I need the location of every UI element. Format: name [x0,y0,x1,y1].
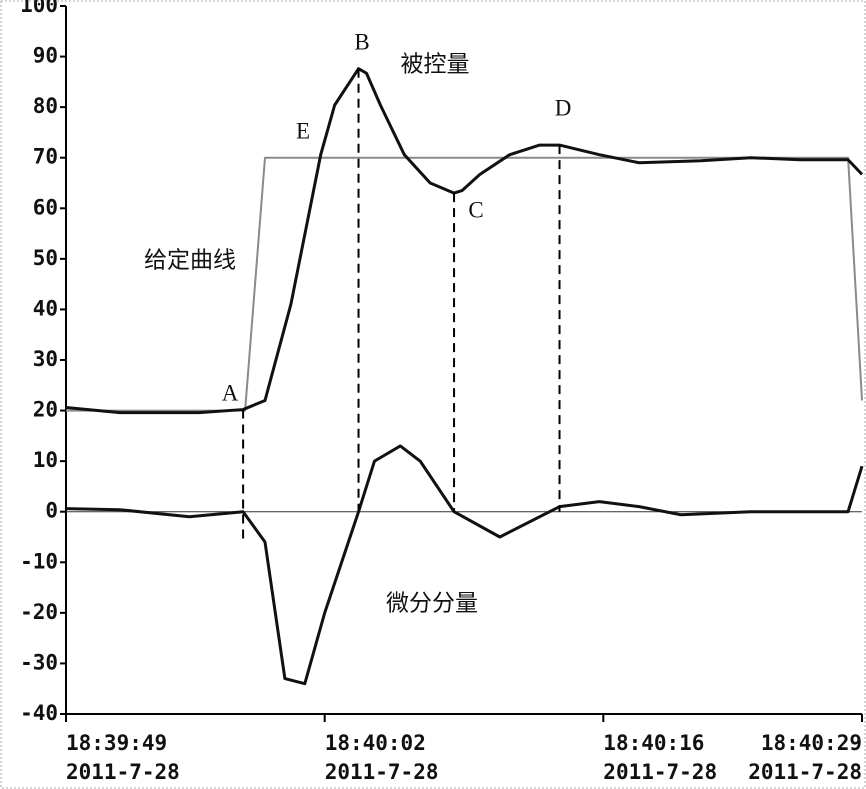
y-tick-label: 50 [33,246,58,270]
annotation: 微分分量 [386,590,478,615]
y-tick-label: -30 [20,650,58,674]
annotation: 被控量 [401,51,470,76]
annotation: B [354,29,369,54]
annotation: D [555,95,572,120]
y-tick-label: -40 [20,701,58,725]
annotation: C [468,197,483,222]
y-tick-label: 40 [33,296,58,320]
y-tick-label: 70 [33,145,58,169]
x-tick-label: 18:39:49 2011-7-28 [66,731,180,784]
x-tick-label: 18:40:29 2011-7-28 [748,731,862,784]
y-tick-label: 30 [33,347,58,371]
annotation: 给定曲线 [144,247,236,272]
series-line [65,444,864,686]
y-tick-label: -10 [20,549,58,573]
y-tick-label: 60 [33,195,58,219]
y-tick-label: -20 [20,600,58,624]
annotation: E [296,118,310,143]
annotation: A [222,380,239,405]
y-tick-label: 0 [45,499,58,523]
y-tick-label: 10 [33,448,58,472]
x-tick-label: 18:40:02 2011-7-28 [325,731,439,784]
y-tick-label: 100 [20,0,58,17]
series-line [65,67,864,415]
x-tick-label: 18:40:16 2011-7-28 [603,731,717,784]
y-tick-label: 90 [33,44,58,68]
series-line [66,156,863,412]
y-tick-label: 20 [33,398,58,422]
y-tick-label: 80 [33,94,58,118]
